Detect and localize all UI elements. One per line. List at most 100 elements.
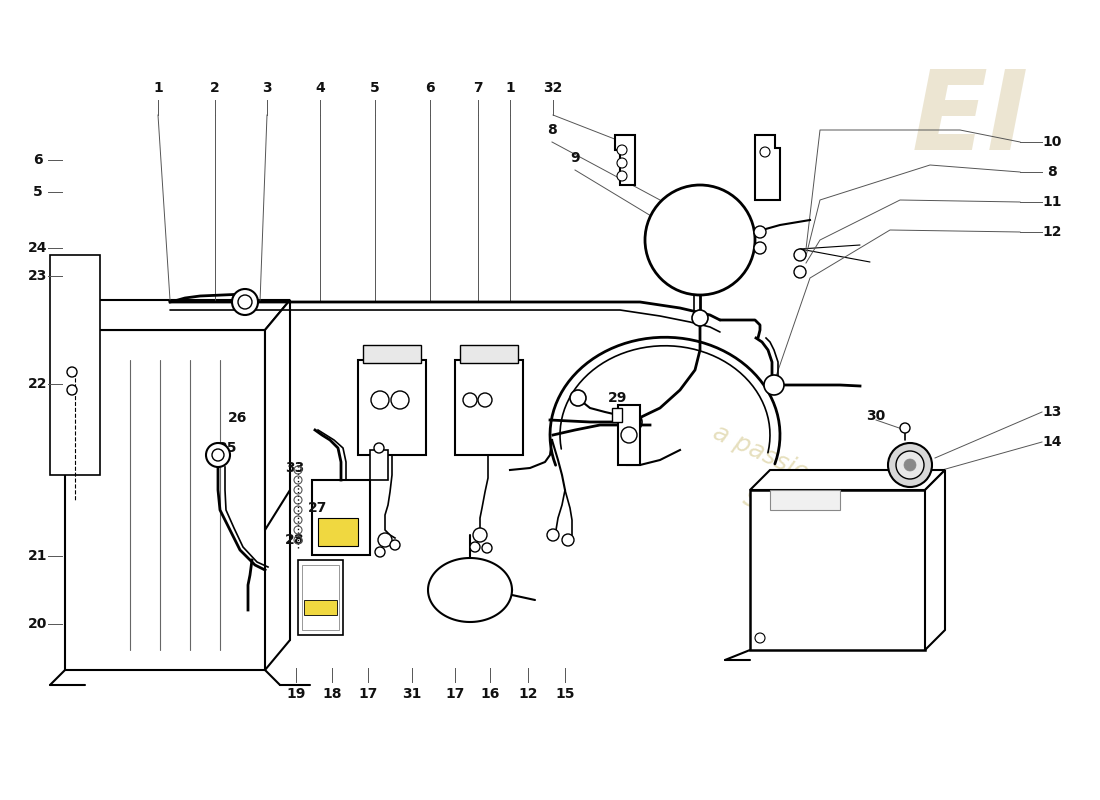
Text: 11: 11 <box>1043 195 1062 209</box>
Text: 3: 3 <box>262 81 272 95</box>
Text: 23: 23 <box>29 269 47 283</box>
Polygon shape <box>925 470 945 650</box>
Text: 32: 32 <box>543 81 563 95</box>
Circle shape <box>692 310 708 326</box>
Text: 6: 6 <box>426 81 434 95</box>
Text: 21: 21 <box>29 549 47 563</box>
Circle shape <box>390 540 400 550</box>
Bar <box>312 480 370 555</box>
Text: 5: 5 <box>33 185 43 199</box>
Text: a passion for parts: a passion for parts <box>710 420 931 540</box>
Circle shape <box>754 242 766 254</box>
Text: 8: 8 <box>1047 165 1057 179</box>
Text: 19: 19 <box>286 687 306 701</box>
Circle shape <box>645 185 755 295</box>
Text: 1: 1 <box>505 81 515 95</box>
Circle shape <box>754 226 766 238</box>
Circle shape <box>212 449 224 461</box>
Text: EI: EI <box>912 66 1028 174</box>
Circle shape <box>621 412 642 432</box>
Bar <box>618 405 640 465</box>
Text: 26: 26 <box>229 411 248 425</box>
Polygon shape <box>750 470 945 490</box>
Circle shape <box>764 375 784 395</box>
Circle shape <box>562 534 574 546</box>
Circle shape <box>570 390 586 406</box>
Text: 22: 22 <box>29 377 47 391</box>
Bar <box>318 518 358 546</box>
Circle shape <box>794 249 806 261</box>
Circle shape <box>206 443 230 467</box>
Circle shape <box>470 542 480 552</box>
Text: 5: 5 <box>370 81 379 95</box>
Circle shape <box>896 451 924 479</box>
Bar <box>298 560 343 635</box>
Circle shape <box>617 145 627 155</box>
Text: 6: 6 <box>33 153 43 167</box>
Circle shape <box>617 158 627 168</box>
Circle shape <box>900 423 910 433</box>
Polygon shape <box>615 135 635 185</box>
Text: 17: 17 <box>446 687 464 701</box>
Text: 30: 30 <box>867 409 886 423</box>
Text: 12: 12 <box>518 687 538 701</box>
Text: 14: 14 <box>1043 435 1062 449</box>
Text: 9: 9 <box>570 151 580 165</box>
Circle shape <box>375 547 385 557</box>
Polygon shape <box>755 135 780 200</box>
Bar <box>363 345 421 363</box>
Text: 24: 24 <box>29 241 47 255</box>
Circle shape <box>378 533 392 547</box>
Circle shape <box>482 543 492 553</box>
Circle shape <box>67 367 77 377</box>
Text: 18: 18 <box>322 687 342 701</box>
Text: 1: 1 <box>153 81 163 95</box>
Text: 10: 10 <box>1043 135 1062 149</box>
Text: 12: 12 <box>1043 225 1062 239</box>
Circle shape <box>473 528 487 542</box>
Bar <box>460 345 518 363</box>
Text: 4: 4 <box>315 81 324 95</box>
Polygon shape <box>265 300 290 530</box>
Circle shape <box>755 633 764 643</box>
Bar <box>65 330 265 670</box>
Circle shape <box>390 391 409 409</box>
Circle shape <box>463 393 477 407</box>
Text: 31: 31 <box>403 687 421 701</box>
Text: 17: 17 <box>359 687 377 701</box>
Text: since 1985: since 1985 <box>738 482 902 578</box>
Bar <box>455 360 522 455</box>
Circle shape <box>617 171 627 181</box>
Circle shape <box>904 459 916 471</box>
Circle shape <box>547 529 559 541</box>
Text: 8: 8 <box>547 123 557 137</box>
Circle shape <box>478 393 492 407</box>
Text: 15: 15 <box>556 687 574 701</box>
Polygon shape <box>770 490 840 510</box>
Circle shape <box>794 266 806 278</box>
Bar <box>370 450 388 480</box>
Text: 29: 29 <box>608 391 628 405</box>
Circle shape <box>232 289 258 315</box>
Text: 2: 2 <box>210 81 220 95</box>
Circle shape <box>888 443 932 487</box>
Bar <box>50 255 100 475</box>
Polygon shape <box>65 300 290 330</box>
Text: 27: 27 <box>308 501 328 515</box>
Circle shape <box>67 385 77 395</box>
Circle shape <box>371 391 389 409</box>
Circle shape <box>374 443 384 453</box>
Bar <box>358 360 426 455</box>
Text: 33: 33 <box>285 461 305 475</box>
Bar <box>304 600 337 615</box>
Circle shape <box>238 295 252 309</box>
Circle shape <box>760 147 770 157</box>
Text: 28: 28 <box>285 533 305 547</box>
Circle shape <box>621 427 637 443</box>
Text: 20: 20 <box>29 617 47 631</box>
Text: 16: 16 <box>481 687 499 701</box>
Text: 25: 25 <box>218 441 238 455</box>
Text: 13: 13 <box>1043 405 1062 419</box>
Text: 7: 7 <box>473 81 483 95</box>
Bar <box>612 408 621 422</box>
